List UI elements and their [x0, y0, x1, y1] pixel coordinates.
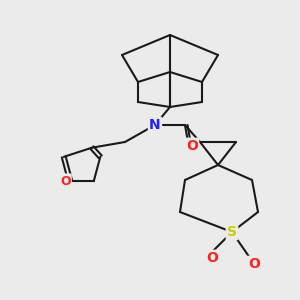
Text: O: O [248, 257, 260, 271]
Text: S: S [227, 225, 237, 239]
Text: O: O [60, 175, 70, 188]
Text: O: O [206, 251, 218, 265]
Text: O: O [186, 139, 198, 153]
Text: N: N [149, 118, 161, 132]
